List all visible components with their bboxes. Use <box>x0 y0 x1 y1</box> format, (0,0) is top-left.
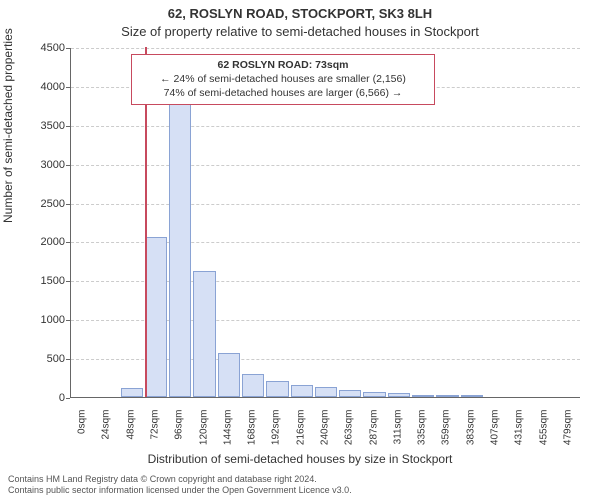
footer-line1: Contains HM Land Registry data © Crown c… <box>8 474 352 485</box>
histogram-bar <box>291 385 313 397</box>
histogram-bar <box>121 388 143 397</box>
y-tick-label: 4500 <box>25 42 65 54</box>
y-tick-label: 2000 <box>25 236 65 248</box>
y-tick-label: 3500 <box>25 120 65 132</box>
y-tick-label: 1500 <box>25 275 65 287</box>
y-axis-label: Number of semi-detached properties <box>1 28 15 223</box>
annotation-box: 62 ROSLYN ROAD: 73sqm ← 24% of semi-deta… <box>131 54 435 105</box>
histogram-bar <box>169 104 191 397</box>
y-tick-label: 1000 <box>25 314 65 326</box>
histogram-bar <box>461 395 483 397</box>
gridline <box>71 204 580 205</box>
footer-line2: Contains public sector information licen… <box>8 485 352 496</box>
gridline <box>71 48 580 49</box>
annotation-line1: 62 ROSLYN ROAD: 73sqm <box>138 58 428 72</box>
histogram-bar <box>412 395 434 397</box>
plot-area: 62 ROSLYN ROAD: 73sqm ← 24% of semi-deta… <box>70 48 580 398</box>
histogram-bar <box>193 271 215 397</box>
y-tick-mark <box>66 398 70 399</box>
histogram-bar <box>242 374 264 397</box>
y-tick-label: 0 <box>25 392 65 404</box>
gridline <box>71 126 580 127</box>
histogram-bar <box>218 353 240 397</box>
footer-attribution: Contains HM Land Registry data © Crown c… <box>8 474 352 497</box>
histogram-bar <box>315 387 337 397</box>
x-axis-label: Distribution of semi-detached houses by … <box>0 452 600 466</box>
annotation-line3: 74% of semi-detached houses are larger (… <box>138 86 428 100</box>
y-tick-label: 4000 <box>25 81 65 93</box>
histogram-bar <box>266 381 288 397</box>
y-tick-label: 3000 <box>25 159 65 171</box>
histogram-bar <box>363 392 385 397</box>
gridline <box>71 165 580 166</box>
y-tick-label: 500 <box>25 353 65 365</box>
annotation-line2: ← 24% of semi-detached houses are smalle… <box>138 72 428 86</box>
chart-container: 62, ROSLYN ROAD, STOCKPORT, SK3 8LH Size… <box>0 0 600 500</box>
y-tick-label: 2500 <box>25 198 65 210</box>
histogram-bar <box>388 393 410 397</box>
histogram-bar <box>436 395 458 397</box>
histogram-bar <box>145 237 167 397</box>
chart-title-line1: 62, ROSLYN ROAD, STOCKPORT, SK3 8LH <box>0 6 600 21</box>
chart-title-line2: Size of property relative to semi-detach… <box>0 24 600 39</box>
histogram-bar <box>339 390 361 397</box>
